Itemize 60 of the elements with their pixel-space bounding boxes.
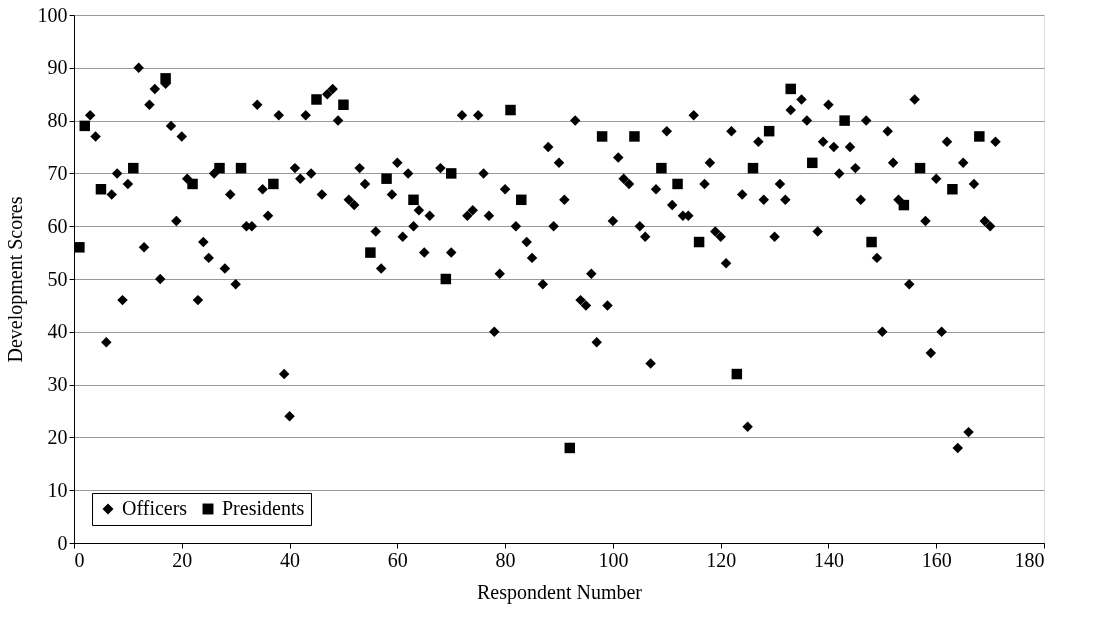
point [311,94,322,105]
point [785,83,796,95]
legend-label: Presidents [222,497,305,519]
point [516,194,527,206]
point [564,442,576,454]
x-tick-label: 0 [74,548,85,571]
y-tick-label: 80 [47,109,68,132]
point [672,178,683,190]
y-tick-label: 20 [47,425,68,448]
point [596,131,608,142]
point [839,115,850,126]
y-tick-label: 90 [47,56,68,79]
point [440,273,452,285]
x-tick-label: 60 [387,548,408,571]
point [74,242,85,253]
x-tick-label: 120 [706,548,737,571]
x-tick-label: 180 [1014,548,1045,571]
point [214,162,225,174]
point [445,168,457,179]
y-tick-label: 70 [47,161,68,184]
x-tick-label: 80 [495,548,516,571]
point [898,199,910,211]
point [338,99,349,110]
x-tick-label: 100 [598,548,629,571]
point [160,73,171,84]
point [235,162,247,174]
y-tick-label: 50 [47,267,68,290]
point [381,173,392,184]
point [866,236,877,248]
y-tick-label: 10 [47,478,68,501]
point [95,184,107,195]
point [974,131,985,142]
point [408,194,419,206]
x-tick-label: 20 [172,548,193,571]
y-tick-label: 30 [47,373,68,396]
y-axis-title: Development Scores [3,196,27,363]
x-tick-label: 40 [280,548,301,571]
point [79,120,91,132]
x-axis-title: Respondent Number [477,580,643,604]
point [731,368,743,380]
x-tick-label: 140 [813,548,844,571]
y-tick-label: 100 [37,3,68,26]
x-tick-label: 160 [921,548,952,571]
point [693,236,705,248]
point [365,247,376,258]
y-tick-label: 40 [47,320,68,343]
legend-label: Officers [122,497,188,519]
point [268,178,279,190]
point [128,162,139,174]
point [629,131,640,142]
point [505,104,516,116]
point [947,184,958,195]
y-tick-label: 0 [57,531,68,554]
point [914,162,926,174]
point [807,157,818,169]
point [747,162,759,174]
point [763,125,775,137]
y-tick-label: 60 [47,214,68,237]
point [656,162,667,174]
point [187,178,198,190]
